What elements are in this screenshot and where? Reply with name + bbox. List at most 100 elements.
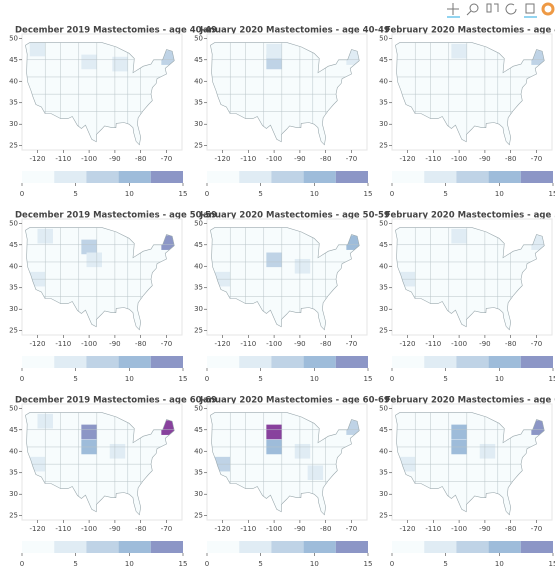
colorbar-tick-label: 0: [20, 560, 24, 568]
y-tick-label: 35: [379, 99, 388, 107]
y-tick-label: 25: [9, 327, 18, 335]
colorbar-segment: [86, 356, 119, 368]
colorbar-segment: [303, 356, 336, 368]
x-tick-label: -120: [30, 525, 46, 533]
map-title: February 2020 Mastectomies - age 60-69: [385, 396, 555, 406]
us-land: [25, 42, 175, 145]
hover-tool[interactable]: [524, 3, 537, 18]
y-tick-label: 50: [379, 404, 388, 412]
x-tick-label: -120: [215, 155, 231, 163]
map-panel: February 2020 Mastectomies - age 50-59 -1…: [379, 211, 555, 384]
y-tick-label: 50: [194, 34, 203, 42]
us-outline: [210, 42, 360, 146]
reset-tool[interactable]: [505, 3, 517, 15]
colorbar-tick-label: 10: [125, 190, 134, 198]
x-tick-label: -90: [109, 525, 120, 533]
y-tick-label: 45: [194, 426, 203, 434]
y-tick-label: 45: [379, 241, 388, 249]
colorbar-tick-label: 0: [205, 560, 209, 568]
y-tick-label: 45: [379, 56, 388, 64]
y-tick-label: 30: [9, 490, 18, 498]
colorbar-segment: [520, 541, 553, 553]
y-tick-label: 45: [379, 426, 388, 434]
x-tick-label: -80: [135, 525, 146, 533]
us-outline: [395, 227, 545, 331]
x-tick-label: -80: [505, 155, 516, 163]
y-tick-label: 50: [379, 34, 388, 42]
state-region: [266, 424, 282, 440]
colorbar-segment: [239, 171, 272, 183]
x-tick-label: -120: [400, 525, 416, 533]
states: [25, 412, 175, 515]
x-tick-label: -100: [451, 340, 467, 348]
x-tick-label: -100: [451, 155, 467, 163]
us-outline: [25, 227, 175, 331]
x-tick-label: -110: [55, 155, 71, 163]
y-tick-label: 30: [379, 490, 388, 498]
colorbar-segment: [150, 356, 183, 368]
x-tick-label: -110: [240, 340, 256, 348]
colorbar-segment: [271, 356, 304, 368]
us-land: [395, 412, 545, 515]
colorbar-tick-label: 5: [258, 375, 262, 383]
colorbar-segment: [335, 356, 368, 368]
colorbar-segment: [424, 356, 457, 368]
map-title: January 2020 Mastectomies - age 60-69: [199, 396, 390, 406]
y-tick-label: 25: [194, 142, 203, 150]
y-tick-label: 30: [194, 490, 203, 498]
colorbar-tick-label: 0: [205, 190, 209, 198]
y-tick-label: 35: [379, 469, 388, 477]
x-tick-label: -70: [346, 525, 357, 533]
colorbar-tick-label: 10: [310, 375, 319, 383]
us-land: [210, 412, 360, 515]
us-outline: [210, 227, 360, 331]
colorbar-tick-label: 0: [205, 375, 209, 383]
colorbar-tick-label: 0: [390, 560, 394, 568]
y-tick-label: 45: [9, 56, 18, 64]
y-tick-label: 40: [194, 262, 203, 270]
x-tick-label: -110: [240, 525, 256, 533]
colorbar-tick-label: 10: [495, 560, 504, 568]
x-tick-label: -90: [479, 525, 490, 533]
state-region: [294, 258, 311, 274]
colorbar-segment: [86, 171, 119, 183]
colorbar-tick-label: 15: [549, 190, 555, 198]
toolbar: [447, 2, 555, 18]
y-tick-label: 30: [9, 120, 18, 128]
y-tick-label: 40: [379, 262, 388, 270]
x-tick-label: -110: [55, 525, 71, 533]
map-title: February 2020 Mastectomies - age 50-59: [385, 211, 555, 221]
colorbar-tick-label: 15: [179, 190, 188, 198]
y-tick-label: 30: [379, 305, 388, 313]
state-region: [451, 43, 467, 59]
map-title: January 2020 Mastectomies - age 50-59: [199, 211, 390, 221]
y-tick-label: 45: [9, 241, 18, 249]
colorbar-segment: [207, 541, 240, 553]
colorbar-tick-label: 5: [258, 560, 262, 568]
x-tick-label: -120: [30, 340, 46, 348]
x-tick-label: -80: [320, 525, 331, 533]
x-tick-label: -70: [161, 155, 172, 163]
colorbar-segment: [335, 171, 368, 183]
colorbar-segment: [456, 356, 489, 368]
x-tick-label: -110: [240, 155, 256, 163]
colorbar-tick-label: 15: [364, 190, 373, 198]
x-tick-label: -80: [135, 155, 146, 163]
select-tool[interactable]: [486, 3, 499, 13]
x-tick-label: -120: [215, 525, 231, 533]
colorbar-tick-label: 10: [495, 375, 504, 383]
y-tick-label: 35: [194, 99, 203, 107]
colorbar-tick-label: 5: [443, 560, 447, 568]
y-tick-label: 40: [9, 447, 18, 455]
y-tick-label: 35: [194, 469, 203, 477]
x-tick-label: -120: [30, 155, 46, 163]
colorbar-segment: [488, 171, 521, 183]
zoom-tool[interactable]: [466, 3, 479, 16]
pan-tool[interactable]: [447, 3, 460, 18]
colorbar-segment: [392, 356, 425, 368]
x-tick-label: -80: [320, 340, 331, 348]
us-outline: [25, 412, 175, 516]
y-tick-label: 50: [194, 404, 203, 412]
colorbar-segment: [22, 171, 55, 183]
x-tick-label: -100: [81, 340, 97, 348]
